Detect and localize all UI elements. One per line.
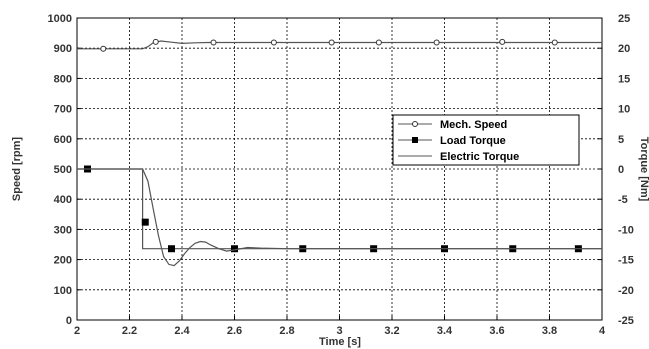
x-tick-label: 2.4 <box>174 325 190 337</box>
y-right-tick-label: 5 <box>618 134 624 146</box>
y-right-tick-label: -5 <box>618 194 628 206</box>
marker-mech-speed <box>152 38 159 45</box>
legend-marker-load-torque <box>412 137 418 143</box>
legend-label-mech-speed: Mech. Speed <box>440 119 507 131</box>
legend: Mech. Speed Load Torque Electric Torque <box>392 114 580 166</box>
y-right-tick-label: 0 <box>618 164 624 176</box>
series-layer <box>77 38 602 267</box>
y-right-tick-label: -10 <box>618 224 634 236</box>
y-right-tick-label: 15 <box>618 73 630 85</box>
marker-load-torque <box>168 245 175 253</box>
x-tick-label: 2.8 <box>279 325 294 337</box>
marker-mech-speed <box>270 39 277 46</box>
y-left-axis-title: Speed [rpm] <box>11 137 23 202</box>
x-tick-label: 2 <box>74 325 80 337</box>
y-right-axis-title: Torque [Nm] <box>638 137 649 202</box>
x-tick-label: 3.2 <box>384 325 399 337</box>
x-tick-label: 4 <box>599 325 606 337</box>
legend-label-electric-torque: Electric Torque <box>440 151 519 163</box>
y-left-tick-label: 800 <box>54 73 72 85</box>
marker-mech-speed <box>499 38 506 45</box>
y-left-tick-label: 500 <box>54 164 72 176</box>
y-left-tick-label: 1000 <box>48 13 72 25</box>
y-left-tick-label: 900 <box>54 43 72 55</box>
tick-labels: 2 2.2 2.4 2.6 2.8 3 3.2 3.4 3.6 3.8 40100200300400… <box>48 13 634 337</box>
x-tick-label: 3 <box>336 325 342 337</box>
y-left-tick-label: 300 <box>54 224 72 236</box>
x-tick-label: 3.6 <box>489 325 504 337</box>
y-right-tick-label: 10 <box>618 104 630 116</box>
x-tick-label: 3.4 <box>437 325 453 337</box>
y-right-tick-label: 25 <box>618 13 630 25</box>
marker-mech-speed <box>551 39 558 46</box>
x-tick-label: 3.8 <box>542 325 557 337</box>
y-left-tick-label: 700 <box>54 104 72 116</box>
y-left-tick-label: 400 <box>54 194 72 206</box>
marker-mech-speed <box>210 39 217 46</box>
y-right-tick-label: 20 <box>618 43 630 55</box>
legend-label-load-torque: Load Torque <box>440 135 506 147</box>
x-tick-label: 2.6 <box>227 325 242 337</box>
y-left-tick-label: 0 <box>66 315 72 327</box>
y-right-tick-label: -25 <box>618 315 634 327</box>
legend-marker-mech-speed <box>412 121 418 127</box>
series-line-electric-torque <box>77 168 602 267</box>
y-left-tick-label: 100 <box>54 285 72 297</box>
x-axis-title: Time [s] <box>319 336 361 348</box>
x-tick-label: 2.2 <box>122 325 137 337</box>
marker-load-torque <box>231 245 238 253</box>
y-right-tick-label: -20 <box>618 285 634 297</box>
y-right-tick-label: -15 <box>618 255 634 267</box>
y-left-tick-label: 600 <box>54 134 72 146</box>
marker-mech-speed <box>100 45 107 52</box>
y-left-tick-label: 200 <box>54 255 72 267</box>
marker-mech-speed <box>433 39 440 46</box>
series-line-mech-speed <box>77 40 602 50</box>
marker-mech-speed <box>328 39 335 46</box>
marker-mech-speed <box>375 39 382 46</box>
marker-load-torque <box>141 218 149 226</box>
